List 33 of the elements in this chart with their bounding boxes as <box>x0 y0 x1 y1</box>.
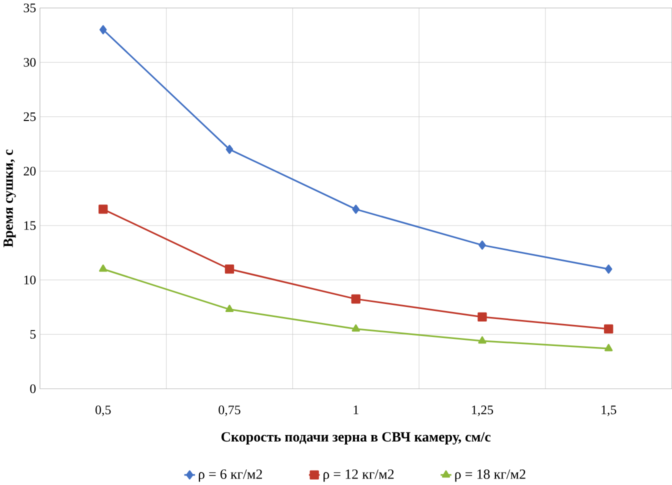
point <box>478 240 486 250</box>
point <box>226 144 234 154</box>
x-tick-label: 0,75 <box>218 406 240 416</box>
point <box>225 304 234 312</box>
y-tick-label: 10 <box>24 276 36 284</box>
point <box>478 312 487 322</box>
point <box>478 336 486 344</box>
point <box>351 294 360 304</box>
x-tick-label: 0,5 <box>96 406 111 416</box>
point <box>224 264 234 274</box>
y-tick-label: 25 <box>24 112 36 122</box>
legend-label: ρ = 18 кг/м2 <box>455 470 526 482</box>
legend-label: ρ = 12 кг/м2 <box>324 470 394 482</box>
x-tick-label: 1,25 <box>472 406 494 416</box>
legend-label: ρ = 6 кг/м2 <box>198 470 262 482</box>
point <box>352 204 360 214</box>
x-axis-title: Скорость подачи зерна в СВЧ камеру, см/с <box>221 432 491 445</box>
point <box>99 25 107 34</box>
y-tick-label: 15 <box>24 221 36 230</box>
y-tick-label: 30 <box>24 58 36 67</box>
y-tick-label: 0 <box>30 384 36 394</box>
y-tick-label: 35 <box>24 4 36 12</box>
x-tick-label: 1,5 <box>602 406 616 416</box>
x-tick-label: 1 <box>354 406 358 414</box>
y-axis-title: Время сушки, с <box>4 150 16 248</box>
point <box>604 324 614 334</box>
point <box>604 264 612 274</box>
y-tick-label: 20 <box>24 166 36 176</box>
point <box>352 324 360 332</box>
point <box>98 204 108 214</box>
point <box>604 344 613 352</box>
y-tick-label: 5 <box>30 330 36 339</box>
point <box>99 264 108 272</box>
